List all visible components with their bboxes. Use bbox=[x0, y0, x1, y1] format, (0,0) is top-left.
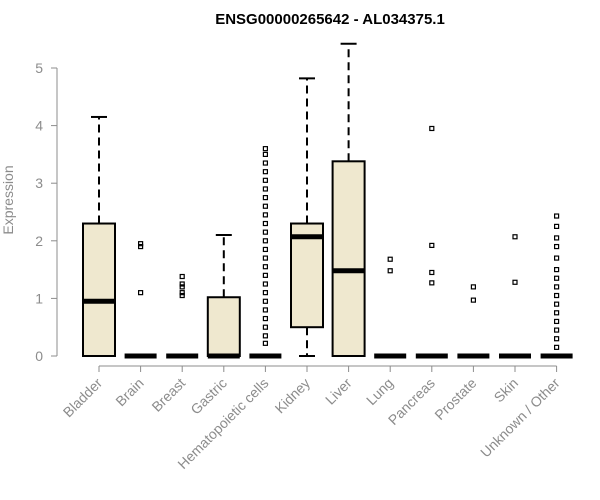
box-iqr bbox=[331, 160, 366, 357]
box-iqr bbox=[290, 222, 324, 329]
x-tick-label: Kidney bbox=[272, 375, 314, 417]
outlier-point bbox=[553, 292, 560, 299]
outlier-point bbox=[387, 268, 393, 274]
outlier-point bbox=[262, 340, 268, 346]
outlier-point bbox=[179, 292, 185, 299]
outlier-point bbox=[262, 255, 268, 261]
outlier-point bbox=[553, 255, 560, 261]
outlier-point bbox=[429, 280, 435, 286]
y-axis-label: Expression bbox=[0, 165, 16, 234]
chart-title: ENSG00000265642 - AL034375.1 bbox=[215, 11, 445, 28]
outlier-point bbox=[262, 298, 268, 304]
outlier-point bbox=[553, 301, 560, 307]
box-breast bbox=[166, 273, 199, 359]
outlier-point bbox=[179, 281, 185, 287]
box-iqr bbox=[82, 222, 116, 357]
outlier-point bbox=[553, 213, 560, 219]
outlier-point bbox=[553, 243, 560, 250]
outlier-point bbox=[553, 235, 560, 241]
outlier-point bbox=[429, 125, 435, 132]
outlier-point bbox=[262, 186, 268, 192]
outlier-point bbox=[429, 269, 435, 276]
outlier-point bbox=[553, 327, 560, 333]
box-skin bbox=[499, 234, 531, 359]
outlier-point bbox=[262, 307, 268, 313]
x-tick-label: Lung bbox=[363, 375, 396, 408]
box-kidney bbox=[290, 77, 324, 357]
box-brain bbox=[124, 241, 157, 359]
outlier-point bbox=[553, 344, 560, 350]
box-unknown-other bbox=[540, 213, 573, 359]
outlier-point bbox=[512, 279, 518, 285]
x-tick-label: Prostate bbox=[431, 375, 479, 423]
box-bladder bbox=[82, 115, 116, 357]
outlier-point bbox=[262, 220, 268, 227]
outlier-point bbox=[262, 212, 268, 218]
outlier-point bbox=[262, 324, 268, 330]
outlier-point bbox=[262, 229, 268, 235]
outlier-point bbox=[138, 241, 144, 247]
outlier-point bbox=[553, 318, 560, 325]
outlier-point bbox=[179, 273, 185, 280]
box-iqr bbox=[206, 296, 241, 357]
x-tick-label: Skin bbox=[491, 375, 522, 406]
outlier-point bbox=[470, 297, 476, 303]
box-gastric bbox=[206, 234, 241, 359]
outlier-point bbox=[262, 195, 268, 201]
x-tick-label: Brain bbox=[112, 375, 146, 409]
outlier-point bbox=[553, 275, 560, 281]
outlier-point bbox=[262, 246, 268, 253]
outlier-point bbox=[179, 290, 185, 296]
outlier-point bbox=[429, 242, 435, 249]
box-group bbox=[82, 42, 573, 359]
x-tick-label: Unknown / Other bbox=[477, 375, 563, 461]
outlier-point bbox=[262, 272, 268, 278]
outlier-point bbox=[262, 315, 268, 322]
outlier-point bbox=[553, 223, 560, 229]
x-tick-label: Liver bbox=[322, 375, 355, 408]
outlier-point bbox=[262, 281, 268, 287]
outlier-point bbox=[262, 160, 268, 166]
outlier-point bbox=[179, 284, 185, 290]
x-tick-label: Breast bbox=[148, 375, 188, 415]
outlier-point bbox=[387, 256, 393, 262]
outlier-point bbox=[262, 333, 268, 339]
outlier-point bbox=[553, 336, 560, 342]
outlier-point bbox=[512, 234, 518, 240]
box-liver bbox=[331, 42, 366, 357]
outlier-point bbox=[262, 146, 268, 152]
outlier-point bbox=[262, 169, 268, 175]
y-tick-label: 4 bbox=[35, 118, 43, 134]
outlier-point bbox=[553, 267, 560, 273]
y-tick-label: 5 bbox=[35, 60, 43, 76]
outlier-point bbox=[138, 290, 144, 296]
outlier-point bbox=[470, 284, 476, 290]
outlier-point bbox=[553, 310, 560, 316]
box-hematopoietic-cells bbox=[249, 146, 282, 359]
outlier-point bbox=[262, 290, 268, 296]
box-prostate bbox=[457, 284, 490, 359]
box-pancreas bbox=[415, 125, 448, 359]
x-tick-label: Bladder bbox=[60, 375, 106, 421]
y-tick-label: 0 bbox=[35, 348, 43, 364]
outlier-point bbox=[262, 177, 268, 183]
y-tick-label: 3 bbox=[35, 175, 43, 191]
outlier-point bbox=[262, 264, 268, 270]
outlier-point bbox=[262, 151, 268, 157]
outlier-point bbox=[262, 238, 268, 244]
y-axis: 0 1 2 3 4 5 bbox=[35, 60, 58, 364]
outlier-point bbox=[262, 203, 268, 209]
box-lung bbox=[374, 256, 407, 359]
outlier-point bbox=[553, 284, 560, 290]
y-tick-label: 2 bbox=[35, 233, 43, 249]
y-tick-label: 1 bbox=[35, 290, 43, 306]
outlier-point bbox=[138, 243, 144, 250]
